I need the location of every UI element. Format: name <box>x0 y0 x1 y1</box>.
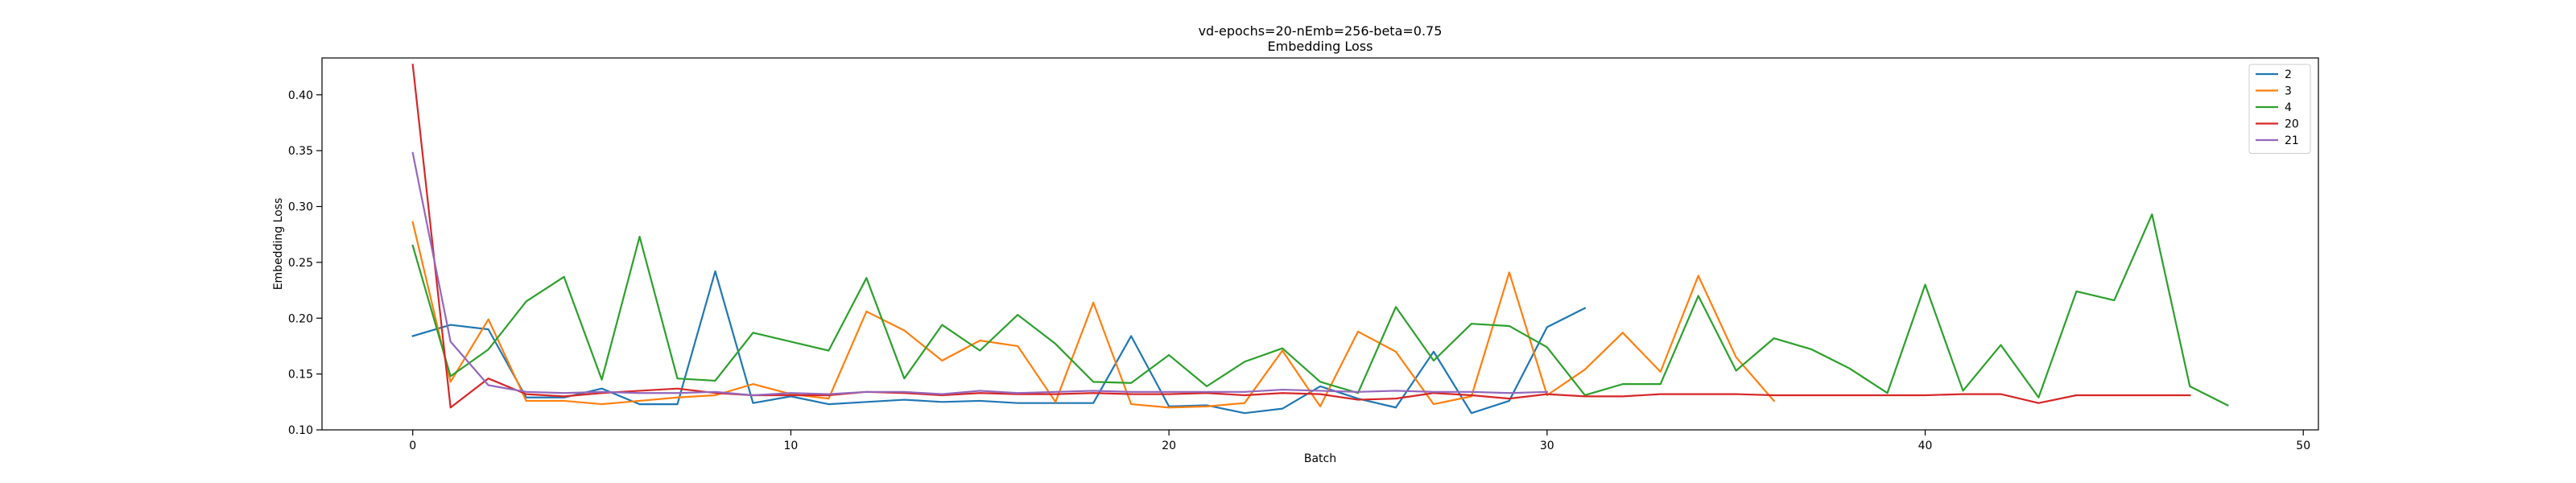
y-tick-label: 0.20 <box>288 312 313 325</box>
series-layer <box>411 64 2229 415</box>
y-axis: 0.10 0.15 0.20 0.25 0.30 0.35 0.40 <box>288 89 322 437</box>
x-axis: 0 10 20 30 40 50 <box>409 430 2310 452</box>
legend-label: 4 <box>2285 101 2292 114</box>
x-axis-label: Batch <box>1304 452 1336 465</box>
y-tick-label: 0.30 <box>288 201 313 214</box>
x-tick-label: 30 <box>1540 440 1554 452</box>
series-line-3 <box>411 221 1776 409</box>
series-line-21 <box>411 151 1548 397</box>
y-tick-label: 0.35 <box>288 145 313 158</box>
legend-label: 21 <box>2285 134 2299 147</box>
legend-label: 20 <box>2285 118 2299 131</box>
chart-title: vd-epochs=20-nEmb=256-beta=0.75 <box>1199 23 1443 39</box>
legend: 2 3 4 20 21 <box>2248 64 2311 154</box>
legend-label: 2 <box>2285 68 2292 81</box>
x-tick-label: 20 <box>1162 440 1176 452</box>
legend-frame <box>2248 64 2311 154</box>
plot-frame <box>321 57 2319 431</box>
y-tick-label: 0.15 <box>288 369 313 382</box>
series-line-4 <box>411 213 2229 407</box>
y-tick-label: 0.25 <box>288 257 313 270</box>
x-tick-label: 50 <box>2296 440 2310 452</box>
legend-label: 3 <box>2285 85 2292 98</box>
y-tick-label: 0.40 <box>288 89 313 102</box>
x-tick-label: 0 <box>409 440 416 452</box>
y-tick-label: 0.10 <box>288 424 313 437</box>
series-line-2 <box>411 270 1587 415</box>
y-axis-label: Embedding Loss <box>272 198 285 291</box>
plot-area <box>321 57 2319 431</box>
x-tick-label: 10 <box>784 440 799 452</box>
chart-subtitle: Embedding Loss <box>1268 39 1373 54</box>
x-tick-label: 40 <box>1918 440 1933 452</box>
